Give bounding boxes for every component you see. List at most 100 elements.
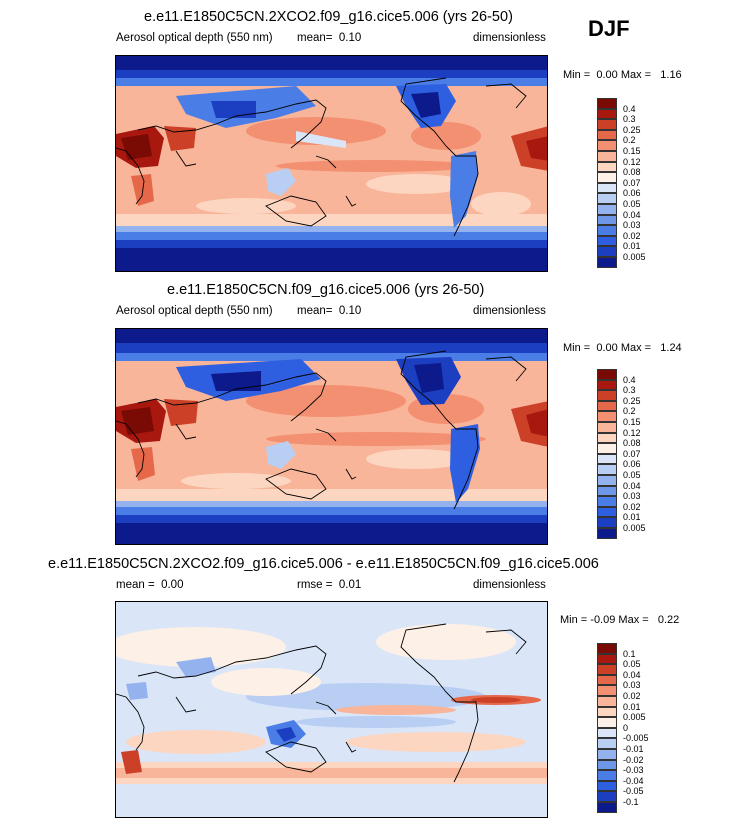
colorbar-tick-label: 0.03: [623, 220, 641, 231]
colorbar-tick-label: 0.2: [623, 135, 636, 146]
colorbar-swatch: [597, 517, 617, 528]
colorbar-swatch: [597, 225, 617, 236]
colorbar-tick-label: 0.07: [623, 177, 641, 188]
colorbar-swatch: [597, 235, 617, 247]
panel3-mean-value: 0.00: [161, 579, 184, 591]
panel1-max-value: 1.16: [660, 69, 682, 81]
colorbar-tick-label: 0.1: [623, 648, 636, 659]
colorbar-swatch: [597, 717, 617, 728]
panel2-mean: mean= 0.10: [297, 305, 361, 318]
colorbar-tick-label: 0.3: [623, 385, 636, 396]
colorbar-swatch: [597, 802, 617, 813]
colorbar-tick-label: 0.4: [623, 374, 636, 385]
panel2-mean-label: mean=: [297, 305, 333, 317]
colorbar-swatch: [597, 464, 617, 475]
panel1-min-value: 0.00: [596, 69, 618, 81]
colorbar-swatch: [597, 411, 617, 422]
panel2-min-label: Min =: [563, 342, 591, 354]
colorbar-tick-label: 0.03: [623, 680, 641, 691]
colorbar-tick-label: 0.15: [623, 146, 641, 156]
colorbar-swatch: [597, 759, 617, 771]
colorbar-tick-label: -0.01: [623, 744, 644, 754]
colorbar-tick-label: -0.02: [623, 754, 644, 765]
panel3-minmax: Min = -0.09 Max = 0.22: [560, 615, 679, 626]
colorbar-tick-label: 0.05: [623, 470, 641, 480]
colorbar-swatch: [597, 140, 617, 151]
colorbar-swatch: [597, 443, 617, 454]
colorbar-tick-label: 0.04: [623, 209, 641, 220]
colorbar-swatch: [597, 119, 617, 130]
colorbar-swatch: [597, 738, 617, 749]
panel2-colorbar: 0.005 0.01 0.02 0.03 0.04 0.05 0.06 0.07 0.08 0.1…: [597, 369, 646, 539]
panel2-minmax: Min = 0.00 Max = 1.24: [563, 343, 682, 354]
colorbar-swatch: [597, 422, 617, 433]
colorbar-swatch: [597, 485, 617, 497]
colorbar-tick-label: -0.04: [623, 775, 644, 786]
panel3-min-value: -0.09: [590, 614, 616, 626]
panel2-max-value: 1.24: [660, 342, 682, 354]
colorbar-swatch: [597, 246, 617, 257]
panel1-minmax: Min = 0.00 Max = 1.16: [563, 70, 682, 81]
colorbar-tick-label: 0: [623, 722, 629, 733]
colorbar-tick-label: 0.15: [623, 417, 641, 427]
colorbar-tick-label: 0.07: [623, 448, 641, 459]
panel1-colorbar: 0.005 0.01 0.02 0.03 0.04 0.05 0.06 0.07 0.08 0.1…: [597, 98, 646, 268]
panel3-rmse-value: 0.01: [338, 579, 362, 591]
colorbar-tick-label: 0.04: [623, 480, 641, 491]
colorbar-swatch: [597, 674, 617, 686]
colorbar-swatch: [597, 685, 617, 696]
colorbar-swatch: [597, 506, 617, 518]
colorbar-tick-label: 0.3: [623, 114, 636, 125]
colorbar-tick-label: -0.005: [623, 733, 649, 744]
colorbar-swatch: [597, 129, 617, 141]
panel1-mean-value: 0.10: [338, 32, 362, 44]
colorbar-swatch: [597, 643, 617, 654]
panel3-min-label: Min =: [560, 614, 588, 626]
colorbar-swatch: [597, 214, 617, 226]
panel2-units: dimensionless: [473, 305, 546, 317]
colorbar-tick-label: 0.01: [623, 512, 641, 523]
colorbar-swatch: [597, 390, 617, 401]
colorbar-swatch: [597, 780, 617, 792]
panel3-map-svg: [116, 602, 547, 817]
colorbar-tick-label: 0.01: [623, 701, 641, 712]
panel1-units: dimensionless: [473, 32, 546, 44]
colorbar-tick-label: 0.4: [623, 103, 636, 114]
panel3-mean-label: mean =: [116, 579, 155, 591]
colorbar-tick-label: 0.05: [623, 659, 641, 670]
colorbar-swatch: [597, 453, 617, 465]
panel2-map: [115, 328, 548, 545]
panel1-map-svg: [116, 56, 547, 271]
panel2-max-label: Max =: [620, 342, 652, 354]
colorbar-swatch: [597, 172, 617, 183]
colorbar-tick-label: 0.2: [623, 406, 636, 417]
colorbar-tick-label: 0.25: [623, 124, 641, 135]
colorbar-swatch: [597, 664, 617, 675]
colorbar-swatch: [597, 496, 617, 507]
colorbar-tick-label: 0.08: [623, 167, 641, 178]
colorbar-tick-label: 0.25: [623, 395, 641, 406]
colorbar-swatch: [597, 182, 617, 194]
colorbar-swatch: [597, 727, 617, 739]
colorbar-swatch: [597, 257, 617, 268]
colorbar-swatch: [597, 151, 617, 162]
colorbar-swatch: [597, 653, 617, 665]
colorbar-tick-label: -0.03: [623, 765, 644, 776]
panel2-map-svg: [116, 329, 547, 544]
panel2-title: e.e11.E1850C5CN.f09_g16.cice5.006 (yrs 2…: [167, 282, 485, 298]
panel3-rmse: rmse = 0.01: [297, 579, 362, 592]
colorbar-swatch: [597, 379, 617, 391]
colorbar-tick-label: 0.02: [623, 230, 641, 241]
colorbar-swatch: [597, 108, 617, 120]
colorbar-tick-label: 0.05: [623, 199, 641, 209]
colorbar-tick-label: 0.02: [623, 691, 641, 701]
colorbar-tick-label: 0.02: [623, 501, 641, 512]
colorbar-tick-label: -0.05: [623, 786, 644, 797]
panel1-title: e.e11.E1850C5CN.2XCO2.f09_g16.cice5.006 …: [144, 9, 513, 25]
panel3-units: dimensionless: [473, 579, 546, 591]
colorbar-swatch: [597, 770, 617, 781]
colorbar-tick-label: 0.06: [623, 188, 641, 199]
panel3-max-value: 0.22: [657, 614, 680, 626]
colorbar-tick-label: 0.12: [623, 156, 641, 167]
colorbar-tick-label: 0.08: [623, 438, 641, 449]
